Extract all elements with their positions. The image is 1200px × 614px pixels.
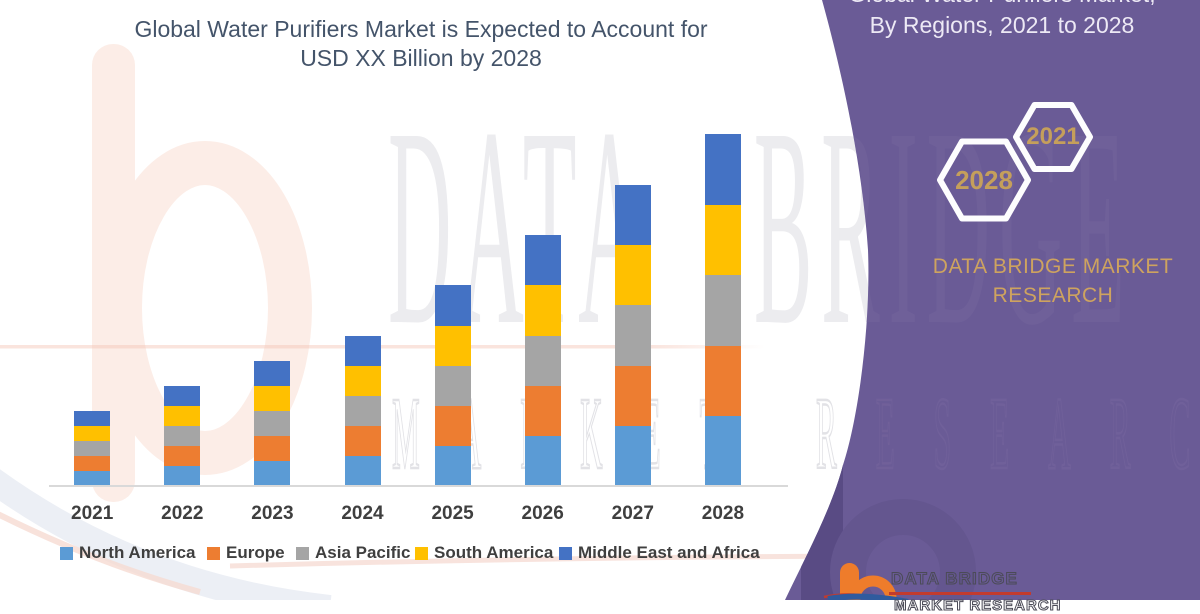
bar-2021 [74,0,111,600]
chart-legend: North America Europe Asia Pacific South Ame… [0,543,820,563]
x-axis-label-2025: 2025 [431,503,474,524]
bar-segment-2026-south-america [524,285,561,336]
x-axis-label-2028: 2028 [701,503,745,524]
bar-segment-2025-asia-pacific [434,365,471,406]
bar-segment-2025-middle-east-and-africa [434,285,471,326]
legend-item-asia-pacific: Asia Pacific [296,543,410,563]
bar-2026 [524,0,561,600]
logo-brand-text: DATA BRIDGE [891,569,1018,589]
watermark-red-line [0,345,765,349]
hexagon-2021-label: 2021 [1026,123,1080,150]
bar-segment-2024-europe [344,426,381,457]
panel-brand-text: DATA BRIDGE MARKET RESEARCH [932,255,1174,307]
bar-segment-2021-europe [74,456,111,472]
bar-2027 [614,0,651,600]
hexagon-2028 [937,138,1031,222]
x-axis-label-2024: 2024 [341,503,384,524]
bar-segment-2028-south-america [704,204,741,276]
data-bridge-logo: DATA BRIDGE MARKET RESEARCH [820,555,1200,614]
panel-title: Global Water Purifiers Market, By Region… [848,0,1155,38]
bar-segment-2025-europe [434,406,471,447]
bar-segment-2024-asia-pacific [344,395,381,427]
x-axis-label-2022: 2022 [161,503,204,524]
hexagon-2028-label: 2028 [955,165,1013,195]
bar-segment-2023-south-america [254,385,291,412]
bar-segment-2028-middle-east-and-africa [704,134,741,205]
logo-b-icon [823,563,909,600]
bar-segment-2027-asia-pacific [614,305,651,366]
bar-segment-2027-europe [614,365,651,427]
bar-segment-2027-north-america [614,426,651,487]
bar-segment-2021-south-america [74,426,111,442]
bar-segment-2025-north-america [434,446,471,487]
pink-b-bowl [98,141,312,475]
legend-item-north-america: North America [60,543,196,563]
bar-segment-2026-europe [524,385,561,437]
pink-swoosh-arc-left [0,511,201,595]
legend-label: North America [79,543,196,562]
bar-segment-2024-south-america [344,365,381,396]
pink-b-watermark [92,44,312,502]
logo-underline [889,592,1031,595]
chart-title: Global Water Purifiers Market is Expecte… [134,16,708,71]
bar-segment-2021-asia-pacific [74,441,111,457]
bar-segment-2028-europe [704,345,741,417]
bar-2025 [434,0,471,600]
bar-segment-2023-europe [254,436,291,462]
bar-segment-2023-middle-east-and-africa [254,360,291,386]
x-axis-label-2023: 2023 [251,503,294,524]
bar-segment-2021-north-america [74,471,111,487]
legend-swatch-icon [207,546,220,560]
bar-segment-2022-south-america [164,406,201,427]
legend-swatch-icon [296,546,309,560]
legend-swatch-icon [60,546,73,560]
bar-chart-plot: 2021 2022 2023 2024 2025 2026 2027 2028 [71,0,745,600]
bar-segment-2025-south-america [434,325,471,366]
x-axis-label-2021: 2021 [71,503,114,524]
bar-segment-2021-middle-east-and-africa [74,411,111,427]
bar-segment-2027-middle-east-and-africa [614,184,651,246]
bar-2022 [164,0,201,600]
legend-item-middle-east-and-africa: Middle East and Africa [559,543,760,563]
hexagons-graphic [937,102,1093,222]
legend-swatch-icon [559,546,572,560]
bar-segment-2022-middle-east-and-africa [164,385,201,406]
purple-panel [785,0,1200,600]
bar-segment-2026-middle-east-and-africa [524,235,561,286]
legend-item-south-america: South America [415,543,553,563]
bar-segment-2028-asia-pacific [704,275,741,346]
legend-label: Middle East and Africa [578,543,760,562]
bar-segment-2022-europe [164,446,201,467]
bar-segment-2024-middle-east-and-africa [344,335,381,366]
bar-segment-2022-north-america [164,466,201,487]
logo-blue-swoosh-icon [827,593,909,600]
legend-label: Europe [226,543,285,562]
bar-segment-2026-asia-pacific [524,335,561,386]
hexagon-2021 [1013,102,1093,172]
legend-label: Asia Pacific [315,543,411,562]
bar-2028 [704,0,741,600]
x-axis-label-2027: 2027 [611,503,654,524]
bar-segment-2023-asia-pacific [254,411,291,437]
bar-segment-2026-north-america [524,436,561,487]
bar-segment-2027-south-america [614,245,651,306]
bar-2023 [254,0,291,600]
legend-swatch-icon [415,546,428,560]
pink-swoosh-arc-bottom [229,553,879,569]
bar-segment-2028-north-america [704,416,741,487]
bar-segment-2022-asia-pacific [164,426,201,447]
bar-segment-2023-north-america [254,461,291,487]
x-axis-label-2026: 2026 [521,503,564,524]
legend-item-europe: Europe [207,543,285,563]
x-axis-line [49,485,788,487]
bar-2024 [344,0,381,600]
bar-segment-2024-north-america [344,456,381,487]
legend-label: South America [434,543,554,562]
